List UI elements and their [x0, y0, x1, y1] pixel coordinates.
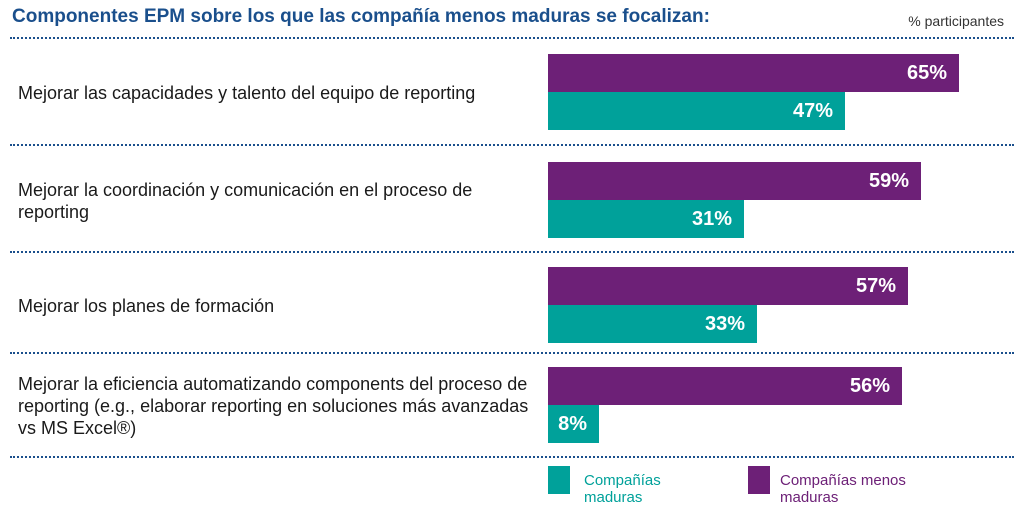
bar-maduras: 8%: [548, 405, 599, 443]
category-label: Mejorar la coordinación y comunicación e…: [18, 180, 473, 222]
bar-value-label: 31%: [691, 207, 732, 230]
bar-maduras: 33%: [548, 305, 757, 343]
section-divider: [10, 251, 1014, 253]
bar-value-label: 65%: [906, 61, 947, 84]
bar-menos-maduras: 57%: [548, 267, 908, 305]
bar-menos-maduras: 56%: [548, 367, 902, 405]
section-divider: [10, 37, 1014, 39]
bar-value-label: 8%: [558, 412, 587, 435]
bar-value-label: 59%: [868, 169, 909, 192]
legend-label-menos-maduras: Compañías menos maduras: [780, 472, 906, 506]
bar-value-label: 56%: [849, 374, 890, 397]
bar-menos-maduras: 59%: [548, 162, 921, 200]
bar-value-label: 33%: [704, 312, 745, 335]
category-label: Mejorar la eficiencia automatizando comp…: [18, 374, 529, 438]
bar-value-label: 57%: [855, 274, 896, 297]
bar-maduras: 31%: [548, 200, 744, 238]
section-divider: [10, 352, 1014, 354]
legend-swatch-menos-maduras: [748, 466, 770, 494]
legend-swatch-maduras: [548, 466, 570, 494]
category-label: Mejorar las capacidades y talento del eq…: [18, 83, 476, 103]
legend-label-maduras: Compañías maduras: [584, 472, 661, 506]
chart-title: Componentes EPM sobre los que las compañ…: [12, 6, 710, 27]
bar-menos-maduras: 65%: [548, 54, 959, 92]
bar-value-label: 47%: [792, 99, 833, 122]
section-divider: [10, 456, 1014, 458]
unit-label: % participantes: [908, 13, 1004, 29]
bar-maduras: 47%: [548, 92, 845, 130]
category-label: Mejorar los planes de formación: [18, 296, 275, 316]
section-divider: [10, 144, 1014, 146]
